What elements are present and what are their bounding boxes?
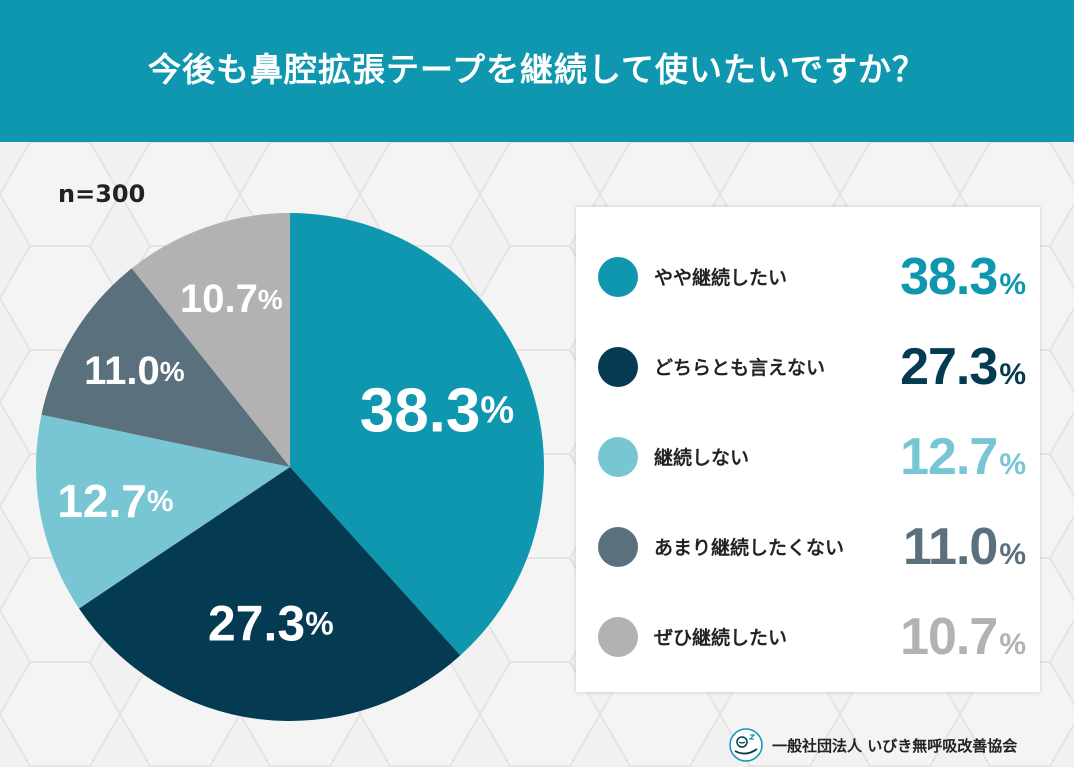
sample-size-label: n=300: [58, 180, 146, 208]
legend-value-unit: %: [999, 628, 1026, 661]
legend-item-shinai: 継続しない 12.7%: [576, 427, 1040, 487]
legend-value: 11.0%: [903, 517, 1026, 577]
sleeping-face-icon: [729, 728, 763, 762]
legend-item-yaya: やや継続したい 38.3%: [576, 247, 1040, 307]
pie-slice-label: 12.7%: [57, 475, 173, 527]
legend-value-unit: %: [999, 358, 1026, 391]
legend-label: やや継続したい: [654, 267, 788, 289]
pie-slice: [79, 467, 461, 721]
footer-credit: 一般社団法人 いびき無呼吸改善協会: [728, 727, 1017, 763]
pie-slice-label: 11.0%: [84, 349, 185, 393]
legend-label: 継続しない: [654, 447, 750, 469]
pie-chart: 38.3% 27.3% 12.7% 11.0% 10.7%: [35, 213, 544, 721]
legend-item-dochira: どちらとも言えない 27.3%: [576, 337, 1040, 397]
legend-value-unit: %: [999, 268, 1026, 301]
legend-label: どちらとも言えない: [654, 357, 826, 379]
legend-panel: やや継続したい 38.3% どちらとも言えない 27.3% 継続しない 12.7…: [576, 207, 1040, 692]
legend-item-zehi: ぜひ継続したい 10.7%: [576, 607, 1040, 667]
legend-label: ぜひ継続したい: [654, 627, 788, 649]
legend-value: 27.3%: [900, 337, 1026, 397]
legend-value: 38.3%: [900, 247, 1026, 307]
legend-dot-icon: [598, 437, 638, 477]
legend-label: あまり継続したくない: [654, 537, 845, 559]
legend-value-unit: %: [999, 538, 1026, 571]
legend-dot-icon: [598, 617, 638, 657]
legend-value-number: 38.3: [900, 248, 998, 306]
legend-value: 12.7%: [900, 427, 1026, 487]
legend-value-unit: %: [999, 448, 1026, 481]
page-title: 今後も鼻腔拡張テープを継続して使いたいですか？: [147, 50, 927, 89]
legend-dot-icon: [598, 257, 638, 297]
pie-slice: [131, 213, 290, 467]
pie-slice: [35, 414, 290, 609]
legend-value-number: 27.3: [900, 338, 998, 396]
pie-slice-label: 27.3%: [208, 595, 334, 651]
organization-name: 一般社団法人 いびき無呼吸改善協会: [772, 736, 1018, 755]
pie-slice: [290, 213, 544, 656]
legend-value-number: 12.7: [900, 428, 998, 486]
legend-value-number: 10.7: [900, 608, 998, 666]
pie-slice-label: 38.3%: [360, 376, 514, 445]
legend-value-number: 11.0: [902, 518, 998, 576]
legend-dot-icon: [598, 527, 638, 567]
legend-item-amari: あまり継続したくない 11.0%: [576, 517, 1040, 577]
pie-slice-label: 10.7%: [180, 277, 283, 321]
pie-slice: [41, 268, 291, 467]
legend-dot-icon: [598, 347, 638, 387]
legend-value: 10.7%: [900, 607, 1026, 667]
header-banner: 今後も鼻腔拡張テープを継続して使いたいですか？: [0, 0, 1074, 142]
